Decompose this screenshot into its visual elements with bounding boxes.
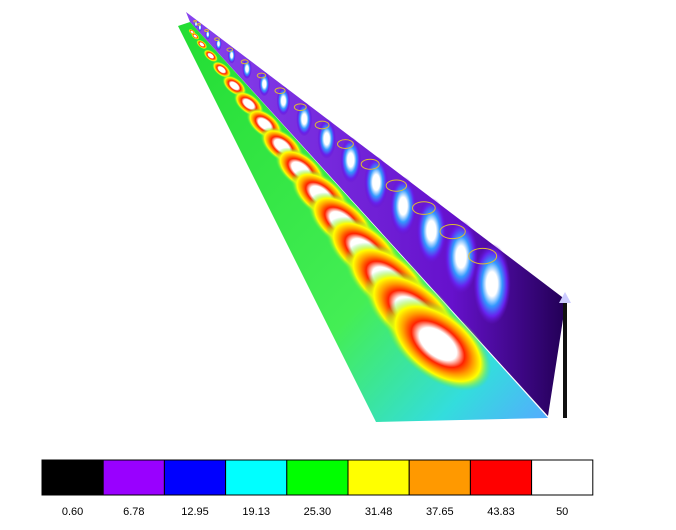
tunnel-render (178, 12, 566, 422)
wall-plume (473, 243, 511, 325)
particle-trace (226, 47, 234, 52)
wall-plume (296, 101, 313, 137)
particle-trace (293, 103, 307, 111)
particle-trace (314, 120, 330, 130)
wall-plume (364, 156, 389, 209)
legend-swatch (408, 459, 471, 496)
particle-trace (196, 23, 201, 26)
wall-plume (276, 86, 291, 116)
particle-trace (336, 139, 354, 149)
heat-spot (212, 61, 232, 78)
particle-trace (468, 247, 498, 265)
heat-spot (384, 297, 492, 391)
legend-swatch (286, 459, 349, 496)
legend-label: 19.13 (242, 506, 270, 518)
wall-plume (416, 197, 447, 264)
legend-label: 0.60 (62, 506, 83, 518)
arrow-head (559, 292, 571, 303)
particle-trace (193, 20, 197, 23)
legend-swatch (347, 459, 410, 496)
heat-spot (191, 32, 200, 40)
legend-label: 31.48 (365, 506, 393, 518)
particle-trace (360, 158, 380, 170)
legend-label: 43.83 (487, 506, 515, 518)
particle-trace (204, 29, 209, 33)
legend-swatch (469, 459, 533, 496)
legend-label: 50 (556, 506, 568, 518)
legend-swatch (531, 459, 594, 496)
particle-trace (411, 201, 436, 215)
legend-label: 12.95 (181, 506, 209, 518)
particle-trace (439, 224, 466, 240)
wall-plume (242, 58, 252, 80)
wall-plume (317, 118, 336, 159)
wall-plume (258, 71, 271, 97)
wall-plume (444, 220, 478, 294)
heat-spot (196, 39, 208, 50)
wall-plume (197, 23, 202, 32)
wall-plume (215, 37, 222, 51)
legend-label: 25.30 (304, 506, 332, 518)
particle-trace (274, 87, 286, 94)
wall-plume (340, 136, 362, 183)
legend-swatch (41, 459, 104, 496)
color-legend: 0.60 6.78 12.95 19.13 25.30 31.48 37.65 43.83 50 (41, 459, 594, 518)
particle-trace (240, 59, 249, 65)
legend-label: 37.65 (426, 506, 454, 518)
particle-trace (256, 72, 267, 79)
wall-plume (227, 47, 236, 64)
wall-plume (205, 28, 211, 40)
particle-trace (385, 179, 408, 192)
legend-swatch (163, 459, 227, 496)
legend-swatch (225, 459, 288, 496)
legend-label: 6.78 (123, 506, 144, 518)
heat-spot (203, 49, 218, 63)
particle-trace (214, 37, 220, 41)
legend-swatch (102, 459, 165, 496)
